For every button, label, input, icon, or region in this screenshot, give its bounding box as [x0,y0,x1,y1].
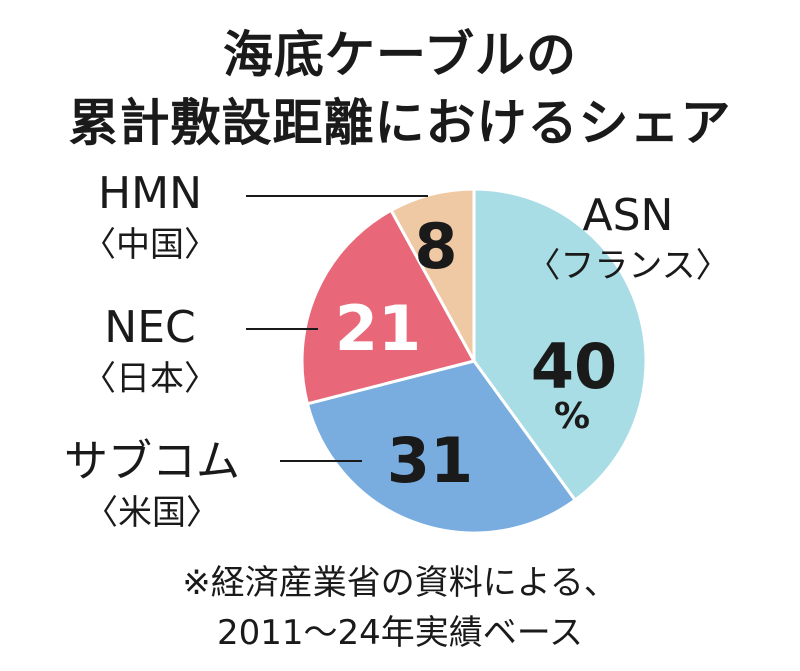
pie-slices [300,187,648,535]
source-note-line-2: 2011～24年実績ベース [216,613,584,653]
leader-lines [246,195,428,462]
slice-value-label-nec: 21 [335,292,421,365]
source-note-line-1: ※経済産業省の資料による、 [182,563,618,603]
legend-label-nec: NEC [104,302,195,353]
pie-slice-nec [300,208,477,406]
legend-label-subcom: サブコム [64,436,240,487]
legend-country-asn: 〈フランス〉 [526,246,729,286]
legend-label-hmn: HMN [98,168,202,219]
chart-title-line-2: 累計敷設距離におけるシェア [68,94,732,152]
legend-label-asn: ASN [583,190,674,241]
legend-country-subcom: 〈米国〉 [84,493,220,533]
legend-country-hmn: 〈中国〉 [82,225,218,265]
slice-unit-label-asn: % [554,396,590,437]
slice-value-label-hmn: 8 [414,210,457,283]
legend-country-nec: 〈日本〉 [82,359,218,399]
slice-value-label-subcom: 31 [387,424,473,497]
pie-slice-hmn [389,187,476,362]
pie-slice-asn [472,187,648,503]
pie-slice-subcom [305,359,578,535]
slice-value-label-asn: 40 [531,330,617,403]
chart-title-line-1: 海底ケーブルの [223,26,577,84]
